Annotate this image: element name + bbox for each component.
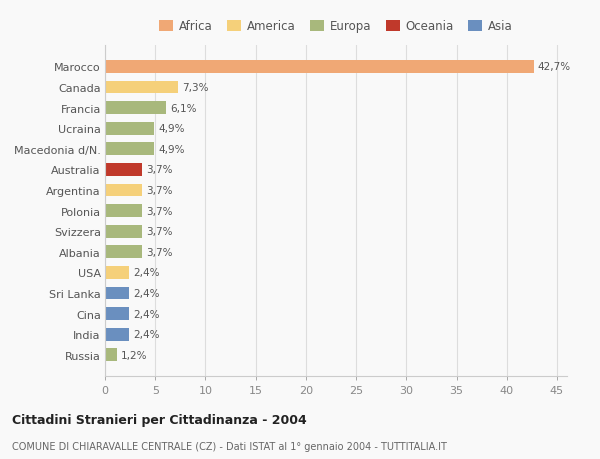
Text: 2,4%: 2,4% <box>133 309 160 319</box>
Text: 6,1%: 6,1% <box>170 103 197 113</box>
Bar <box>105 143 154 156</box>
Text: 2,4%: 2,4% <box>133 288 160 298</box>
Text: 2,4%: 2,4% <box>133 330 160 339</box>
Text: Cittadini Stranieri per Cittadinanza - 2004: Cittadini Stranieri per Cittadinanza - 2… <box>12 413 307 426</box>
Bar <box>105 225 142 238</box>
Text: 3,7%: 3,7% <box>146 165 173 175</box>
Text: 3,7%: 3,7% <box>146 185 173 196</box>
Bar <box>105 205 142 218</box>
Text: 1,2%: 1,2% <box>121 350 148 360</box>
Bar <box>105 81 178 94</box>
Text: 3,7%: 3,7% <box>146 247 173 257</box>
Text: 4,9%: 4,9% <box>158 124 185 134</box>
Text: 7,3%: 7,3% <box>182 83 209 93</box>
Text: 3,7%: 3,7% <box>146 206 173 216</box>
Bar <box>105 266 129 279</box>
Bar <box>105 123 154 135</box>
Bar <box>105 287 129 300</box>
Text: 2,4%: 2,4% <box>133 268 160 278</box>
Text: 3,7%: 3,7% <box>146 227 173 237</box>
Bar <box>105 61 534 73</box>
Legend: Africa, America, Europa, Oceania, Asia: Africa, America, Europa, Oceania, Asia <box>159 21 513 34</box>
Bar <box>105 102 166 115</box>
Bar <box>105 349 117 361</box>
Text: 42,7%: 42,7% <box>538 62 571 72</box>
Bar <box>105 164 142 176</box>
Bar <box>105 308 129 320</box>
Text: COMUNE DI CHIARAVALLE CENTRALE (CZ) - Dati ISTAT al 1° gennaio 2004 - TUTTITALIA: COMUNE DI CHIARAVALLE CENTRALE (CZ) - Da… <box>12 441 447 451</box>
Bar <box>105 184 142 197</box>
Text: 4,9%: 4,9% <box>158 145 185 155</box>
Bar <box>105 328 129 341</box>
Bar <box>105 246 142 258</box>
